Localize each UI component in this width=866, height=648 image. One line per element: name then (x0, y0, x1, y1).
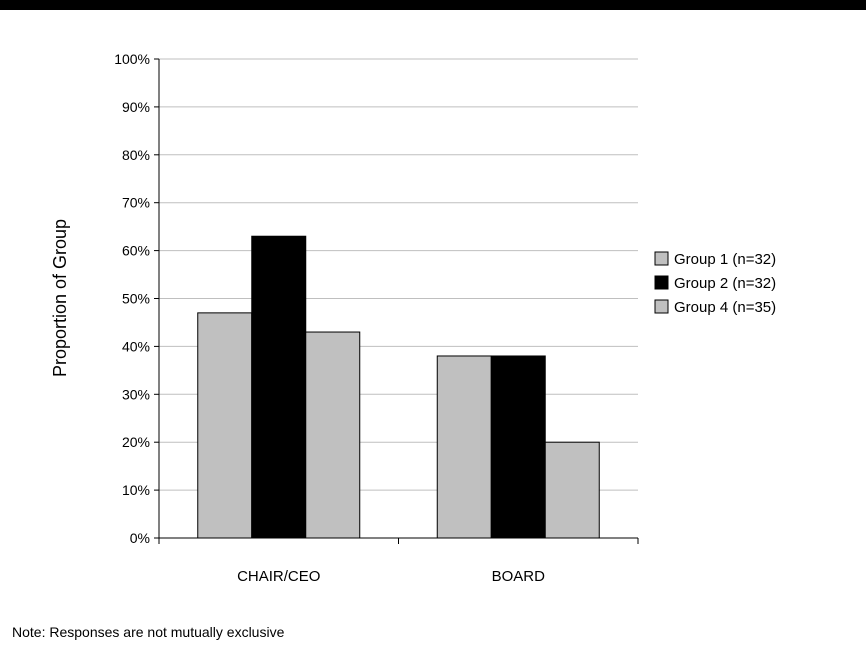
y-tick-label: 20% (122, 434, 150, 450)
y-tick-label: 70% (122, 195, 150, 211)
legend-swatch (654, 299, 669, 314)
x-category-label: BOARD (492, 568, 546, 585)
footnote: Note: Responses are not mutually exclusi… (12, 624, 285, 640)
bars (197, 235, 600, 539)
y-tick-label: 60% (122, 243, 150, 259)
y-tick-label: 50% (122, 291, 150, 307)
bar (197, 312, 253, 539)
y-tick-label: 40% (122, 338, 150, 354)
legend-label: Group 2 (n=32) (674, 275, 776, 292)
y-tick-label: 80% (122, 147, 150, 163)
legend-label: Group 1 (n=32) (674, 251, 776, 268)
y-tick-label: 90% (122, 99, 150, 115)
bar (490, 355, 546, 539)
bar (436, 355, 492, 539)
legend-swatch (654, 251, 669, 266)
legend-swatch (654, 275, 669, 290)
y-axis-title: Proportion of Group (50, 219, 70, 377)
bar (251, 235, 307, 539)
y-tick-label: 0% (130, 530, 150, 546)
x-category-label: CHAIR/CEO (237, 568, 320, 585)
y-tick-label: 100% (114, 51, 150, 67)
y-tick-label: 10% (122, 482, 150, 498)
axes: 0% 10% 20% 30% 40% 50% 60% 70% 80% 90% 100% CHAIR/C… (114, 51, 639, 585)
legend-label: Group 4 (n=35) (674, 299, 776, 316)
top-border-bar (0, 0, 866, 10)
y-tick-label: 30% (122, 386, 150, 402)
bar (305, 331, 361, 539)
bar (544, 441, 600, 539)
legend: Group 1 (n=32) Group 2 (n=32) Group 4 (n=3… (654, 251, 776, 316)
